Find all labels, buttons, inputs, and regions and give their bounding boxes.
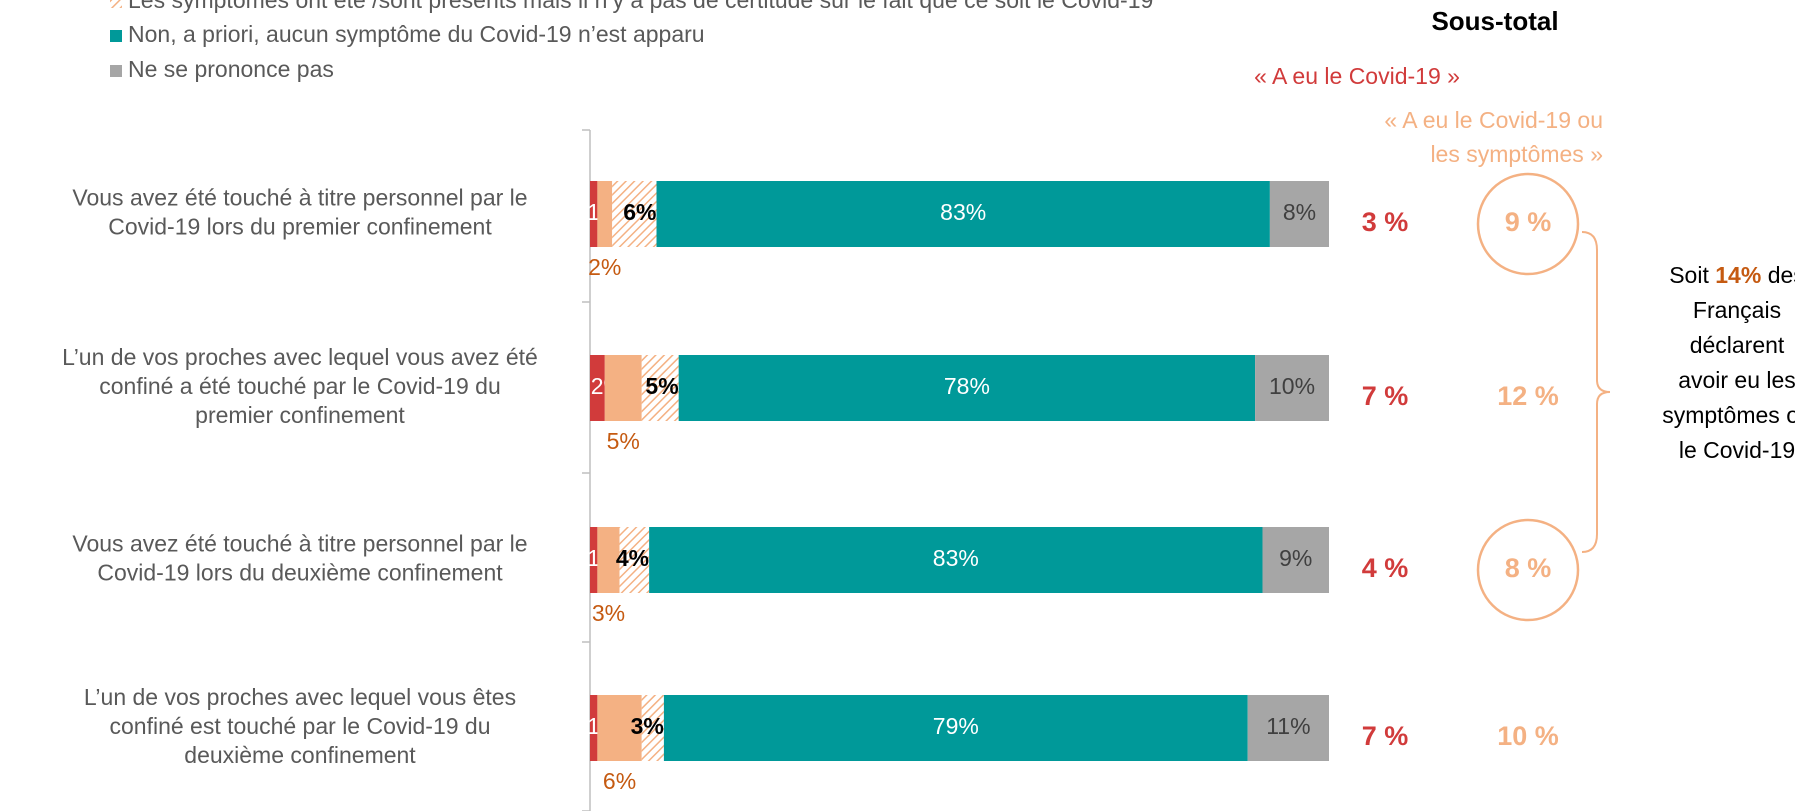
highlight-circle	[1476, 172, 1580, 276]
data-label: 83%	[933, 545, 979, 571]
category-label: confiné a été touché par le Covid-19 du	[99, 373, 501, 399]
legend-swatch	[110, 0, 122, 8]
category-label: L’un de vos proches avec lequel vous ête…	[84, 684, 516, 710]
subtotal-value: 7 %	[1362, 381, 1409, 411]
subtotal-value: 8 %	[1505, 553, 1552, 583]
category-label: L’un de vos proches avec lequel vous ave…	[62, 344, 538, 370]
data-label: 9%	[1279, 545, 1312, 571]
data-label: 2%	[588, 254, 621, 280]
data-label: 3%	[592, 600, 625, 626]
data-label: 11%	[1266, 713, 1310, 739]
bar-segment	[656, 181, 1270, 247]
category-label: premier confinement	[195, 402, 405, 428]
annotation-value: 14%	[1715, 262, 1762, 288]
data-label: 6%	[623, 199, 656, 225]
subtotal-header: « A eu le Covid-19 »	[1254, 63, 1460, 89]
category-label: Vous avez été touché à titre personnel p…	[72, 531, 527, 557]
subtotal-header: les symptômes »	[1430, 141, 1603, 167]
data-label: 3%	[631, 713, 664, 739]
subtotal-value: 3 %	[1362, 207, 1409, 237]
category-label: Vous avez été touché à titre personnel p…	[72, 185, 527, 211]
data-label: 5%	[645, 373, 678, 399]
data-label: 4%	[616, 545, 649, 571]
subtotal-title: Sous-total	[1431, 6, 1558, 36]
data-label: 83%	[940, 199, 986, 225]
bar-segment	[590, 355, 605, 421]
category-label: Covid-19 lors du deuxième confinement	[97, 560, 503, 586]
bar-segment	[597, 695, 642, 761]
bar-segment	[597, 181, 613, 247]
bar-segment	[590, 181, 598, 247]
highlight-circle	[1476, 518, 1580, 622]
annotation: Soit 14% des Français déclarent avoir eu…	[1662, 258, 1795, 468]
legend-label: Non, a priori, aucun symptôme du Covid-1…	[128, 21, 705, 47]
bar-segment	[604, 355, 642, 421]
legend-label: Les symptômes ont été /sont présents mai…	[128, 0, 1153, 13]
bar-segment	[619, 527, 650, 593]
subtotal-value: 7 %	[1362, 721, 1409, 751]
annotation-text: des Français déclarent avoir eu les symp…	[1662, 262, 1795, 463]
data-label: 6%	[603, 768, 636, 794]
subtotal-value: 10 %	[1497, 721, 1559, 751]
category-label: deuxième confinement	[184, 742, 416, 768]
bar-segment	[641, 355, 679, 421]
bar-segment	[663, 695, 1248, 761]
legend-swatch	[110, 65, 122, 77]
bar-segment	[1247, 695, 1329, 761]
bar-segment	[678, 355, 1256, 421]
legend-label: Ne se prononce pas	[128, 56, 334, 82]
data-label: 8%	[1283, 199, 1316, 225]
subtotal-header: « A eu le Covid-19 ou	[1384, 107, 1603, 133]
category-label: confiné est touché par le Covid-19 du	[109, 713, 490, 739]
data-label: 5%	[607, 428, 640, 454]
category-label: Covid-19 lors du premier confinement	[108, 214, 492, 240]
bar-segment	[1269, 181, 1329, 247]
bar-segment	[612, 181, 657, 247]
subtotal-value: 4 %	[1362, 553, 1409, 583]
data-label: 79%	[933, 713, 979, 739]
bar-segment	[590, 695, 598, 761]
legend-swatch	[110, 30, 122, 42]
data-label: 10%	[1269, 373, 1315, 399]
annotation-prefix: Soit	[1669, 262, 1709, 288]
data-label: 78%	[944, 373, 990, 399]
subtotal-value: 9 %	[1505, 207, 1552, 237]
bar-segment	[649, 527, 1263, 593]
bracket	[1581, 231, 1611, 553]
bar-segment	[641, 695, 664, 761]
bar-segment	[590, 527, 598, 593]
bar-segment	[1255, 355, 1329, 421]
bar-segment	[1262, 527, 1329, 593]
subtotal-value: 12 %	[1497, 381, 1559, 411]
bar-segment	[597, 527, 620, 593]
